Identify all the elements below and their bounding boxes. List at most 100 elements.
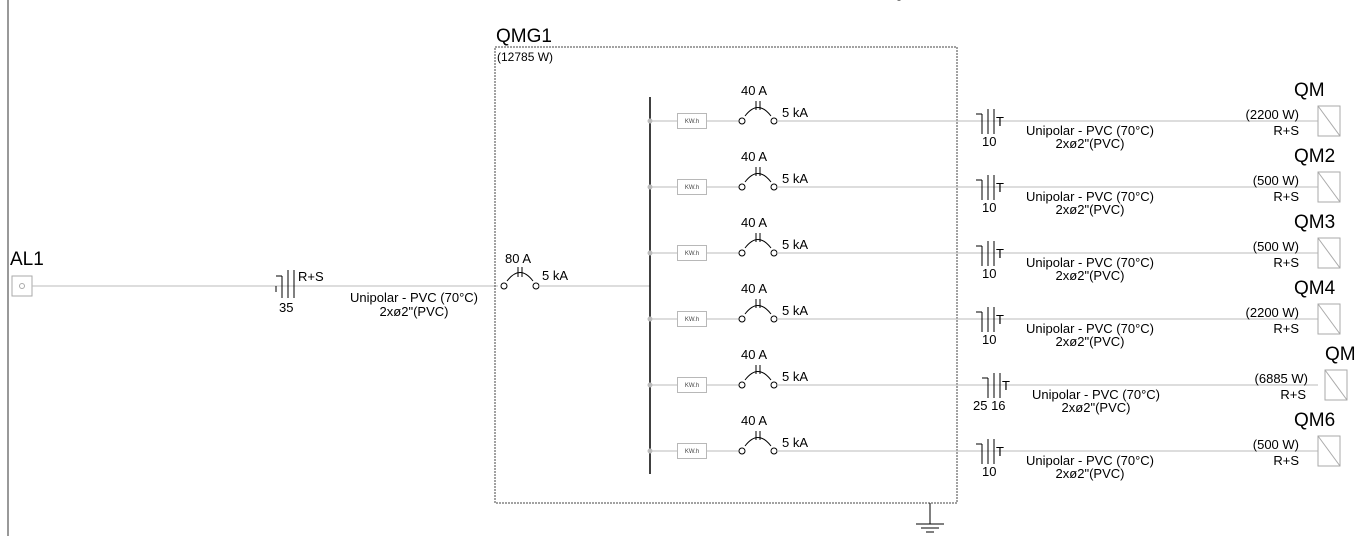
source-terminal-dot [19,283,25,289]
load-power: (500 W) [1252,239,1299,254]
breaker-capacity: 5 kA [782,303,809,318]
circuit-5 [647,365,1348,401]
panel-name: QMG1 [496,26,552,47]
load-phases: R+S [1273,321,1299,336]
breaker-terminal [770,315,778,323]
breaker-arc[interactable] [744,107,772,117]
ground-symbol [916,503,944,533]
kwh-meter[interactable]: KW.h [677,377,707,393]
load-name: QM2 [1294,146,1336,167]
cable-size: 10 [982,332,997,347]
feeder-cable-type: Unipolar - PVC (70°C) [349,290,479,305]
kwh-meter[interactable]: KW.h [677,245,707,261]
load-phases: R+S [1273,189,1299,204]
breaker-terminal [770,447,778,455]
cable-conduit: 2xø2"(PVC) [1055,202,1125,217]
breaker-current: 40 A [741,149,768,164]
breaker-arc[interactable] [744,305,772,315]
breaker-current: 40 A [741,83,768,98]
cable-size: 10 [982,266,997,281]
circuit-4 [647,299,1341,335]
feeder-size: 35 [279,300,294,315]
breaker-capacity: 5 kA [782,435,809,450]
cable-type: Unipolar - PVC (70°C) [1025,123,1155,138]
breaker-terminal [738,117,746,125]
cable-marker: T [996,246,1004,261]
load-power: (500 W) [1252,437,1299,452]
load-phases: R+S [1273,453,1299,468]
breaker-capacity: 5 kA [782,105,809,120]
load-diagonal [1317,237,1341,269]
main-breaker-symbol[interactable] [500,267,540,290]
cable-type: Unipolar - PVC (70°C) [1025,255,1155,270]
load-diagonal [1317,171,1341,203]
main-breaker-capacity: 5 kA [542,268,569,283]
breaker-capacity: 5 kA [782,369,809,384]
feeder-conduit: 2xø2"(PVC) [379,304,449,319]
breaker-terminal [738,447,746,455]
load-power: (6885 W) [1254,371,1308,386]
breaker-terminal [738,249,746,257]
load-diagonal [1324,369,1348,401]
feeder-phases: R+S [298,269,324,284]
load-diagonal [1317,435,1341,467]
breaker-current: 40 A [741,281,768,296]
breaker-terminal [770,117,778,125]
cable-conduit: 2xø2"(PVC) [1055,268,1125,283]
breaker-capacity: 5 kA [782,237,809,252]
kwh-meter[interactable]: KW.h [677,179,707,195]
kwh-meter[interactable]: KW.h [677,443,707,459]
cable-size: 25 16 [973,398,1006,413]
breaker-arc[interactable] [744,173,772,183]
cable-marker: T [996,114,1004,129]
load-phases: R+S [1280,387,1306,402]
load-name: QM [1294,80,1325,101]
source-terminal[interactable] [11,275,33,297]
panel-power: (12785 W) [497,50,554,64]
cable-type: Unipolar - PVC (70°C) [1025,453,1155,468]
breaker-terminal [770,381,778,389]
kwh-meter[interactable]: KW.h [677,311,707,327]
panel-enclosure[interactable] [494,46,958,504]
load-power: (2200 W) [1245,107,1299,122]
load-diagonal [1317,303,1341,335]
top-mark: - [897,0,901,6]
load-name: QM4 [1294,278,1336,299]
breaker-arc[interactable] [744,371,772,381]
breaker-current: 40 A [741,215,768,230]
load-name: QM [1325,344,1355,365]
breaker-terminal [738,183,746,191]
cable-marker: T [1002,378,1010,393]
cable-type: Unipolar - PVC (70°C) [1031,387,1161,402]
cable-conduit: 2xø2"(PVC) [1055,334,1125,349]
cable-conduit: 2xø2"(PVC) [1055,136,1125,151]
source-name: AL1 [10,249,44,270]
load-phases: R+S [1273,255,1299,270]
breaker-current: 40 A [741,347,768,362]
circuit-3 [647,233,1341,269]
breaker-terminal [770,249,778,257]
cable-conduit: 2xø2"(PVC) [1055,466,1125,481]
cable-marker: T [996,444,1004,459]
cable-type: Unipolar - PVC (70°C) [1025,189,1155,204]
circuit-1 [647,101,1341,137]
kwh-meter[interactable]: KW.h [677,113,707,129]
breaker-terminal [770,183,778,191]
main-breaker-current: 80 A [505,251,532,266]
breaker-arc[interactable] [744,239,772,249]
breaker-terminal [738,381,746,389]
breaker-current: 40 A [741,413,768,428]
load-phases: R+S [1273,123,1299,138]
cable-conduit: 2xø2"(PVC) [1061,400,1131,415]
breaker-capacity: 5 kA [782,171,809,186]
load-power: (500 W) [1252,173,1299,188]
cable-marker: T [996,312,1004,327]
load-power: (2200 W) [1245,305,1299,320]
cable-size: 10 [982,134,997,149]
feeder-cable-symbol [275,270,295,298]
cable-type: Unipolar - PVC (70°C) [1025,321,1155,336]
breaker-arc[interactable] [744,437,772,447]
load-name: QM6 [1294,410,1336,431]
cable-size: 10 [982,464,997,479]
